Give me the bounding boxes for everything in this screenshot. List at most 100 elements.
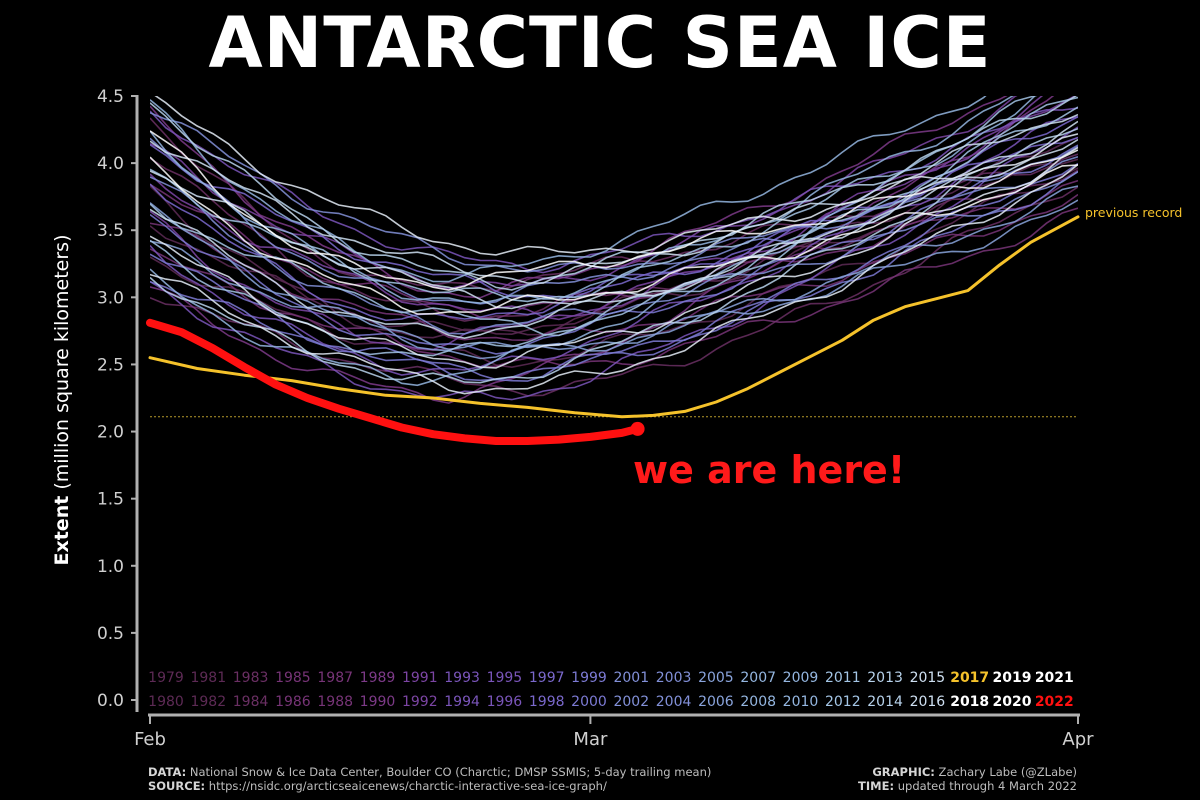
legend-year-2011: 2011: [825, 670, 861, 686]
legend-year-2001: 2001: [613, 670, 649, 686]
year-line: [150, 130, 1078, 291]
legend-year-2006: 2006: [698, 694, 734, 710]
year-line: [150, 136, 1078, 322]
legend-year-2016: 2016: [910, 694, 946, 710]
annotation-we-are-here: we are here!: [633, 448, 906, 492]
legend-year-1980: 1980: [148, 694, 184, 710]
footer-graphic-label: GRAPHIC:: [872, 765, 935, 779]
legend-year-2020: 2020: [993, 694, 1032, 710]
y-tick-label: 3.0: [97, 288, 124, 308]
y-axis-label: Extent (million square kilometers): [51, 234, 73, 565]
year-line: [150, 96, 1077, 351]
y-tick-label: 1.5: [97, 490, 124, 510]
footer-data-label: DATA:: [148, 765, 187, 779]
legend-year-2010: 2010: [783, 694, 819, 710]
x-tick-label: Apr: [1062, 729, 1094, 750]
legend-year-2004: 2004: [656, 694, 692, 710]
year-line: [150, 163, 1078, 395]
legend-year-2019: 2019: [993, 670, 1032, 686]
year-line: [150, 113, 1078, 284]
legend-year-2022: 2022: [1035, 694, 1074, 710]
legend-year-2005: 2005: [698, 670, 734, 686]
year-line: [150, 127, 1078, 384]
legend-year-2009: 2009: [783, 670, 819, 686]
legend-year-1995: 1995: [487, 670, 523, 686]
y-tick-label: 0.0: [97, 691, 124, 711]
year-line: [150, 126, 1078, 401]
year-line: [150, 158, 1078, 336]
year-line: [150, 96, 1078, 291]
background-year-lines: [150, 96, 1078, 404]
footer-graphic-text: Zachary Labe (@ZLabe): [934, 765, 1077, 779]
footer-source-line: SOURCE: https://nsidc.org/arcticseaicene…: [148, 779, 711, 793]
y-tick-label: 2.0: [97, 423, 124, 443]
x-tick-label: Feb: [134, 729, 166, 750]
legend-year-1998: 1998: [529, 694, 565, 710]
year-line: [150, 170, 1078, 381]
legend-year-1991: 1991: [402, 670, 438, 686]
legend-year-1990: 1990: [360, 694, 396, 710]
year-line: [150, 116, 1078, 376]
legend-year-1979: 1979: [148, 670, 184, 686]
line-2022-current: [146, 318, 642, 445]
legend-year-1986: 1986: [275, 694, 311, 710]
footer-credits-right: GRAPHIC: Zachary Labe (@ZLabe) TIME: upd…: [858, 765, 1077, 793]
year-line: [150, 138, 1078, 340]
legend-year-2008: 2008: [740, 694, 776, 710]
current-point-marker: [630, 421, 645, 436]
y-tick-label: 0.5: [97, 624, 124, 644]
legend-year-2018: 2018: [950, 694, 989, 710]
legend-year-1996: 1996: [487, 694, 523, 710]
legend-year-2002: 2002: [613, 694, 649, 710]
year-line: [154, 96, 1078, 256]
legend-year-1983: 1983: [233, 670, 269, 686]
footer-time-text: updated through 4 March 2022: [894, 779, 1077, 793]
year-line: [150, 207, 1078, 368]
footer-time-label: TIME:: [858, 779, 895, 793]
legend-year-1994: 1994: [444, 694, 480, 710]
annotation-previous-record: previous record: [1085, 205, 1183, 220]
y-tick-label: 3.5: [97, 221, 124, 241]
footer-time-line: TIME: updated through 4 March 2022: [858, 779, 1077, 793]
legend-year-2013: 2013: [867, 670, 903, 686]
footer-source-label: SOURCE:: [148, 779, 206, 793]
footer-data-text: National Snow & Ice Data Center, Boulder…: [186, 765, 712, 779]
footer-credits-left: DATA: National Snow & Ice Data Center, B…: [148, 765, 711, 793]
year-line: [150, 96, 1014, 304]
legend-year-2021: 2021: [1035, 670, 1074, 686]
chart-title: ANTARCTIC SEA ICE: [208, 2, 992, 84]
legend-year-1997: 1997: [529, 670, 565, 686]
y-tick-label: 4.5: [97, 87, 124, 107]
legend-year-2017: 2017: [950, 670, 989, 686]
legend-year-1981: 1981: [190, 670, 226, 686]
x-tick-label: Mar: [573, 729, 608, 750]
legend-year-2003: 2003: [656, 670, 692, 686]
year-line: [150, 146, 1078, 369]
y-tick-label: 4.0: [97, 154, 124, 174]
legend-year-1982: 1982: [190, 694, 226, 710]
legend-year-1989: 1989: [360, 670, 396, 686]
year-line: [150, 96, 1036, 387]
y-axis-label-bold: Extent: [51, 495, 73, 566]
legend-year-1988: 1988: [317, 694, 353, 710]
y-tick-label: 1.0: [97, 557, 124, 577]
legend-year-1992: 1992: [402, 694, 438, 710]
footer-source-text: https://nsidc.org/arcticseaicenews/charc…: [205, 779, 607, 793]
legend-year-1993: 1993: [444, 670, 480, 686]
legend-year-1987: 1987: [317, 670, 353, 686]
footer-data-line: DATA: National Snow & Ice Data Center, B…: [148, 765, 711, 779]
legend-year-2014: 2014: [867, 694, 903, 710]
y-tick-label: 2.5: [97, 355, 124, 375]
legend-year-1999: 1999: [571, 670, 607, 686]
legend-year-1984: 1984: [233, 694, 269, 710]
year-line: [150, 96, 1018, 290]
y-axis-label-unit: (million square kilometers): [51, 234, 73, 496]
legend-year-2007: 2007: [740, 670, 776, 686]
footer-graphic-line: GRAPHIC: Zachary Labe (@ZLabe): [858, 765, 1077, 779]
year-line: [150, 156, 1078, 315]
legend-year-2000: 2000: [571, 694, 607, 710]
legend-year-2012: 2012: [825, 694, 861, 710]
year-line: [150, 199, 1078, 352]
legend-year-2015: 2015: [910, 670, 946, 686]
